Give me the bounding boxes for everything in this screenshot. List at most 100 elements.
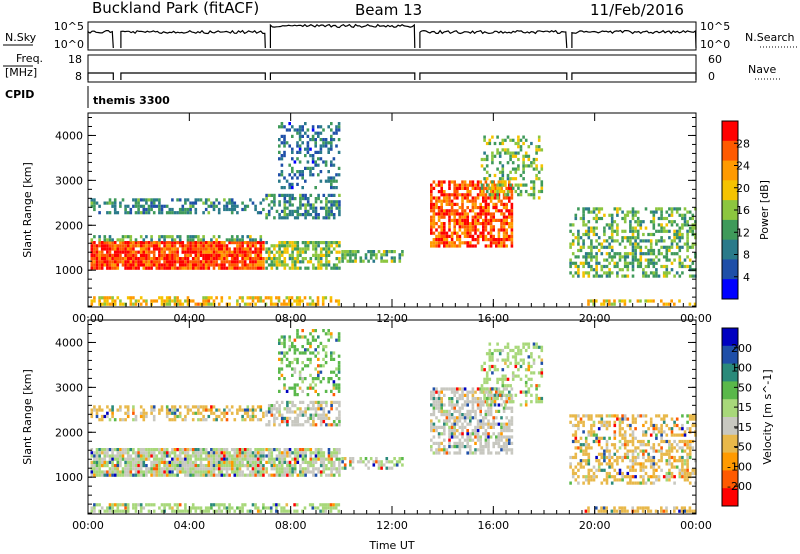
- echo-cell: [489, 409, 493, 413]
- echo-cell: [309, 257, 313, 261]
- echo-cell: [225, 448, 229, 452]
- echo-cell: [98, 263, 101, 267]
- echo-cell: [267, 209, 271, 213]
- echo-cell: [309, 361, 312, 365]
- echo-cell: [694, 252, 697, 256]
- echo-cell: [121, 473, 125, 477]
- echo-cell: [95, 473, 99, 477]
- echo-cell: [443, 212, 446, 216]
- echo-cell: [600, 207, 604, 211]
- echo-cell: [90, 470, 94, 474]
- echo-cell: [186, 257, 190, 261]
- echo-cell: [505, 416, 508, 420]
- echo-cell: [535, 400, 538, 404]
- echo-cell: [259, 451, 263, 455]
- echo-cell: [430, 422, 433, 426]
- echo-cell: [215, 296, 218, 300]
- echo-cell: [126, 464, 130, 468]
- echo-cell: [155, 460, 159, 464]
- echo-cell: [293, 410, 297, 414]
- echo-cell: [301, 197, 305, 201]
- echo-cell: [319, 380, 323, 384]
- echo-cell: [577, 274, 580, 278]
- echo-cell: [314, 244, 318, 248]
- echo-cell: [458, 222, 462, 226]
- echo-cell: [489, 212, 493, 216]
- echo-cell: [223, 408, 226, 412]
- echo-cell: [121, 198, 125, 202]
- echo-cell: [577, 423, 580, 428]
- echo-cell: [171, 250, 174, 254]
- echo-cell: [126, 451, 130, 455]
- echo-cell: [194, 257, 198, 261]
- echo-cell: [126, 408, 130, 412]
- echo-cell: [316, 506, 320, 510]
- echo-cell: [194, 467, 198, 471]
- echo-cell: [178, 207, 182, 212]
- echo-cell: [517, 361, 520, 365]
- echo-cell: [448, 441, 451, 445]
- echo-cell: [288, 400, 292, 404]
- echo-cell: [293, 457, 297, 461]
- echo-cell: [220, 241, 224, 245]
- echo-cell: [681, 216, 684, 221]
- echo-cell: [304, 407, 307, 411]
- echo-cell: [314, 383, 317, 387]
- echo-cell: [119, 257, 122, 261]
- echo-cell: [577, 236, 580, 240]
- echo-cell: [314, 407, 318, 411]
- echo-cell: [283, 216, 287, 220]
- echo-cell: [489, 413, 493, 417]
- echo-cell: [505, 222, 508, 226]
- echo-cell: [317, 125, 320, 129]
- echo-cell: [338, 423, 341, 427]
- colorbar-tick-label: 16: [736, 204, 750, 217]
- echo-cell: [498, 390, 502, 394]
- echo-cell: [311, 166, 315, 170]
- echo-cell: [453, 225, 456, 229]
- echo-cell: [681, 223, 684, 227]
- echo-cell: [165, 244, 169, 248]
- echo-cell: [626, 261, 630, 265]
- echo-cell: [199, 464, 203, 468]
- echo-cell: [488, 396, 492, 401]
- echo-cell: [215, 457, 218, 461]
- echo-cell: [186, 260, 190, 264]
- echo-cell: [571, 423, 575, 428]
- echo-cell: [453, 190, 456, 194]
- echo-cell: [590, 242, 593, 246]
- echo-cell: [90, 266, 94, 270]
- echo-cell: [448, 199, 451, 203]
- echo-cell: [220, 503, 224, 507]
- echo-cell: [181, 263, 185, 267]
- echo-cell: [267, 193, 271, 197]
- echo-cell: [178, 411, 182, 415]
- echo-cell: [278, 467, 281, 471]
- echo-cell: [145, 241, 148, 245]
- echo-cell: [270, 200, 274, 204]
- echo-cell: [487, 422, 490, 426]
- echo-cell: [243, 257, 247, 261]
- echo-cell: [160, 302, 164, 306]
- echo-cell: [319, 457, 323, 461]
- y-tick-label: 3000: [55, 174, 83, 187]
- echo-cell: [582, 430, 585, 434]
- echo-cell: [501, 384, 505, 388]
- echo-cell: [228, 198, 231, 202]
- echo-cell: [262, 198, 265, 202]
- echo-cell: [249, 247, 252, 251]
- echo-cell: [511, 355, 515, 359]
- echo-cell: [278, 125, 281, 129]
- echo-cell: [317, 335, 320, 339]
- echo-cell: [375, 256, 378, 260]
- echo-cell: [296, 176, 299, 180]
- echo-cell: [595, 239, 598, 243]
- echo-cell: [113, 448, 117, 452]
- echo-cell: [158, 457, 161, 461]
- echo-cell: [569, 271, 572, 275]
- echo-cell: [644, 207, 648, 211]
- echo-cell: [530, 377, 533, 381]
- echo-cell: [275, 503, 278, 507]
- colorbar-tick-label: 24: [736, 160, 750, 173]
- echo-cell: [329, 296, 333, 300]
